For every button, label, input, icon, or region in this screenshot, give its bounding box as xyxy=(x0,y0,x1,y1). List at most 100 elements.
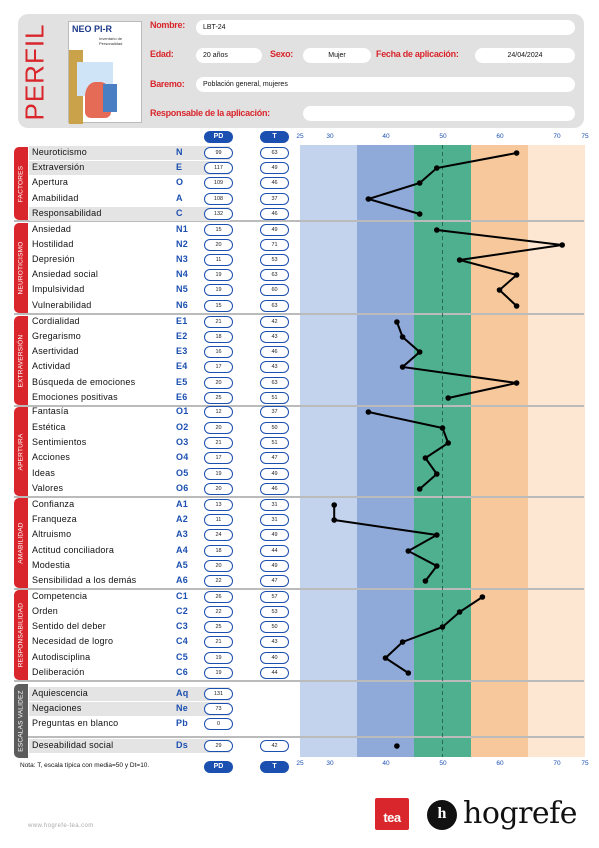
sexo-field[interactable]: Mujer xyxy=(303,48,371,63)
profile-line xyxy=(368,411,450,490)
pd-value[interactable]: 22 xyxy=(204,575,233,587)
t-value[interactable]: 44 xyxy=(260,667,289,679)
pd-value[interactable]: 21 xyxy=(204,636,233,648)
pd-value[interactable]: 0 xyxy=(204,718,233,730)
pd-value[interactable]: 109 xyxy=(204,177,233,189)
t-value[interactable]: 49 xyxy=(260,224,289,236)
pd-value[interactable]: 15 xyxy=(204,300,233,312)
pd-value[interactable]: 26 xyxy=(204,591,233,603)
website-url[interactable]: www.hogrefe-tea.com xyxy=(28,823,94,829)
pd-value[interactable]: 11 xyxy=(204,254,233,266)
t-value[interactable]: 37 xyxy=(260,406,289,418)
t-value[interactable]: 46 xyxy=(260,346,289,358)
t-value[interactable]: 47 xyxy=(260,575,289,587)
t-value[interactable]: 43 xyxy=(260,331,289,343)
pd-value[interactable]: 29 xyxy=(204,740,233,752)
t-value[interactable]: 50 xyxy=(260,422,289,434)
pd-value[interactable]: 99 xyxy=(204,147,233,159)
scale-name: Impulsividad xyxy=(32,284,85,294)
pd-value[interactable]: 19 xyxy=(204,652,233,664)
scale-code: O4 xyxy=(176,452,189,462)
edad-label: Edad: xyxy=(150,49,174,59)
pd-value[interactable]: 108 xyxy=(204,193,233,205)
t-value[interactable]: 57 xyxy=(260,591,289,603)
pd-value[interactable]: 20 xyxy=(204,483,233,495)
t-value[interactable]: 53 xyxy=(260,606,289,618)
t-value[interactable]: 43 xyxy=(260,636,289,648)
pd-value[interactable]: 18 xyxy=(204,545,233,557)
nombre-field[interactable]: LBT-24 xyxy=(196,20,575,35)
pd-value[interactable]: 17 xyxy=(204,452,233,464)
t-value[interactable]: 51 xyxy=(260,437,289,449)
pd-value[interactable]: 19 xyxy=(204,269,233,281)
t-value[interactable]: 44 xyxy=(260,545,289,557)
edad-field[interactable]: 20 años xyxy=(196,48,262,63)
t-value[interactable]: 46 xyxy=(260,177,289,189)
pd-value[interactable]: 11 xyxy=(204,514,233,526)
t-value[interactable]: 46 xyxy=(260,208,289,220)
pd-value[interactable]: 131 xyxy=(204,688,233,700)
t-value[interactable]: 49 xyxy=(260,468,289,480)
profile-chart xyxy=(331,145,565,757)
pd-value[interactable]: 25 xyxy=(204,392,233,404)
pd-value[interactable]: 20 xyxy=(204,422,233,434)
t-value[interactable]: 46 xyxy=(260,483,289,495)
scale-name: Acciones xyxy=(32,452,71,462)
responsable-field[interactable] xyxy=(303,106,575,121)
pd-value[interactable]: 21 xyxy=(204,316,233,328)
pd-value[interactable]: 13 xyxy=(204,499,233,511)
pd-value[interactable]: 15 xyxy=(204,224,233,236)
pd-value[interactable]: 20 xyxy=(204,377,233,389)
pd-value[interactable]: 25 xyxy=(204,621,233,633)
pd-value[interactable]: 22 xyxy=(204,606,233,618)
pd-value[interactable]: 17 xyxy=(204,361,233,373)
t-value[interactable]: 51 xyxy=(260,392,289,404)
pd-value[interactable]: 18 xyxy=(204,331,233,343)
scale-code: O6 xyxy=(176,483,189,493)
t-value[interactable]: 63 xyxy=(260,300,289,312)
t-value[interactable]: 71 xyxy=(260,239,289,251)
pd-value[interactable]: 19 xyxy=(204,468,233,480)
t-value[interactable]: 31 xyxy=(260,514,289,526)
t-value[interactable]: 47 xyxy=(260,452,289,464)
scale-code: C4 xyxy=(176,636,188,646)
cover-image: NEO PI-R Inventario de Personalidad xyxy=(68,21,142,124)
scale-code: A5 xyxy=(176,560,188,570)
pd-value[interactable]: 132 xyxy=(204,208,233,220)
t-value[interactable]: 43 xyxy=(260,361,289,373)
pd-value[interactable]: 16 xyxy=(204,346,233,358)
pd-value[interactable]: 20 xyxy=(204,239,233,251)
scale-name: Preguntas en blanco xyxy=(32,718,119,728)
t-value[interactable]: 42 xyxy=(260,316,289,328)
pd-value[interactable]: 19 xyxy=(204,667,233,679)
scale-name: Valores xyxy=(32,483,64,493)
t-value[interactable]: 40 xyxy=(260,652,289,664)
pd-value[interactable]: 21 xyxy=(204,437,233,449)
t-value[interactable]: 60 xyxy=(260,284,289,296)
pd-value[interactable]: 19 xyxy=(204,284,233,296)
t-value[interactable]: 63 xyxy=(260,377,289,389)
t-value[interactable]: 50 xyxy=(260,621,289,633)
pd-value[interactable]: 24 xyxy=(204,529,233,541)
t-value[interactable]: 63 xyxy=(260,269,289,281)
scale-name: Hostilidad xyxy=(32,239,74,249)
t-value[interactable]: 49 xyxy=(260,529,289,541)
scale-row: Valores O6 xyxy=(29,482,230,496)
scale-row: Ansiedad social N4 xyxy=(29,268,230,282)
pd-value[interactable]: 12 xyxy=(204,406,233,418)
scale-row: Deseabilidad social Ds xyxy=(29,739,230,753)
fecha-field[interactable]: 24/04/2024 xyxy=(475,48,575,63)
t-value[interactable]: 49 xyxy=(260,162,289,174)
scale-row: Negaciones Ne xyxy=(29,702,230,716)
t-value[interactable]: 37 xyxy=(260,193,289,205)
baremo-field[interactable]: Población general, mujeres xyxy=(196,77,575,92)
t-value[interactable]: 49 xyxy=(260,560,289,572)
pd-value[interactable]: 117 xyxy=(204,162,233,174)
t-value[interactable]: 63 xyxy=(260,147,289,159)
t-value[interactable]: 31 xyxy=(260,499,289,511)
pd-value[interactable]: 20 xyxy=(204,560,233,572)
t-value[interactable]: 53 xyxy=(260,254,289,266)
t-value[interactable]: 42 xyxy=(260,740,289,752)
pd-value[interactable]: 73 xyxy=(204,703,233,715)
axis-tick: 50 xyxy=(439,133,447,140)
